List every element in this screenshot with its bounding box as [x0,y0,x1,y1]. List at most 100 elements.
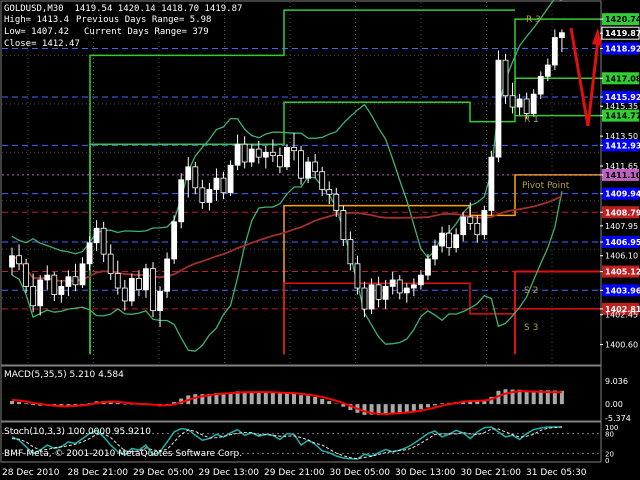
macd-histogram-bar [242,391,247,405]
price-tag-label: 1409.94 [605,190,640,199]
s3-label: S 3 [524,323,538,333]
macd-histogram-bar [341,404,346,407]
candle-body [248,148,255,163]
candle-body [121,287,128,302]
macd-histogram-bar [249,391,254,405]
price-pane-frame [0,0,602,366]
macd-histogram-bar [552,390,557,405]
time-tick-label: 29 Dec 05:00 [133,468,194,478]
macd-histogram-bar [433,404,437,406]
candle-body [439,232,445,247]
candle-body [44,274,51,281]
candle-body [488,156,495,211]
candle-body [79,263,86,286]
price-tag-label: 1418.92 [605,45,640,54]
price-tag-box [602,168,639,181]
macd-histogram-bar [207,393,212,405]
macd-histogram-bar [327,401,332,405]
candle-body [30,286,37,307]
candle-body [269,151,276,156]
stoch-tick-label: 0 [605,457,609,465]
price-tag-label: 1415.92 [605,93,640,102]
price-tick-label: 1400.60 [605,341,638,350]
candle-body [284,147,290,168]
macd-histogram-bar [376,404,381,415]
macd-histogram-bar [256,392,261,405]
candle-body [481,210,488,236]
candle-body [9,255,15,268]
time-tick-label: 28 Dec 2010 [2,468,60,478]
macd-histogram-bar [235,391,240,405]
macd-histogram-bar [80,404,85,405]
macd-histogram-bar [10,401,14,405]
macd-label: MACD(5,35,5) 5.210 4.584 [4,370,124,380]
macd-histogram-bar [383,404,388,415]
prev-range-label: Previous Days Range= 5.98 [76,15,212,25]
time-tick-label: 29 Dec 13:00 [199,468,260,478]
r3-label: R 3 [526,15,541,25]
candle-body [530,93,537,114]
candle-body [446,232,453,249]
candle-body [72,276,79,286]
price-tag-box [602,206,639,219]
candle-body [65,276,72,287]
candle-body [157,290,163,312]
macd-histogram-bar [390,404,395,413]
forecast-arrow-line [569,27,600,127]
macd-histogram-bar [31,404,36,406]
candles [9,29,565,327]
price-tick-label: 1411.65 [605,162,638,171]
macd-tick-label: -5.374 [605,414,631,423]
price-tag-label: 1411.10 [605,171,640,180]
price-tag-label: 1402.81 [605,305,640,314]
pivot-label: Pivot Point [522,181,570,191]
candle-body [234,143,241,166]
macd-tick-label: 9.036 [605,377,628,386]
macd-histogram-bar [313,396,318,405]
price-tag-label: 1405.12 [605,268,640,277]
candle-body [495,59,502,158]
s2-label: S 2 [524,286,538,296]
stoch-pane-frame [0,421,602,463]
candle-body [192,166,199,189]
macd-histogram-bar [221,393,226,405]
bollinger-lower-line [11,176,563,352]
candle-body [23,263,30,287]
time-tick-label: 30 Dec 21:00 [461,468,522,478]
macd-histogram-bar [200,394,205,405]
candle-body [128,277,135,302]
macd-histogram-bar [108,401,113,405]
time-tick-label: 29 Dec 21:00 [264,468,325,478]
price-tag-label: 1408.79 [605,208,640,217]
stoch-main-line [11,426,562,460]
macd-histogram-bar [440,403,445,405]
macd-histogram-bar [292,393,296,405]
candle-body [410,284,417,289]
macd-histogram-bar [334,403,339,405]
price-tag-box [602,72,639,85]
macd-histogram-bar [348,404,353,411]
candle-body [453,234,460,249]
candle-body [375,284,382,300]
macd-histogram-bar [545,390,550,405]
r1-label: R 1 [524,115,539,125]
high-label: High= 1413.4 [4,15,70,25]
candle-body [319,171,326,190]
time-tick-label: 31 Dec 05:30 [526,468,587,478]
candle-body [143,268,149,291]
price-tag-label: 1419.87 [605,29,640,38]
macd-histogram-bar [411,404,416,411]
macd-indicator: 9.036 0.00 -5.374 [10,377,631,423]
candle-body [100,227,107,255]
price-tick-label: 1406.10 [605,252,638,261]
price-tag-label: 1403.96 [605,286,640,295]
candle-body [347,239,354,265]
price-tag-box [602,235,639,248]
candle-body [16,255,22,265]
macd-histogram-bar [559,390,564,405]
macd-pane-frame [0,365,602,422]
price-tag-box [602,42,639,55]
macd-histogram-bar [468,400,473,405]
